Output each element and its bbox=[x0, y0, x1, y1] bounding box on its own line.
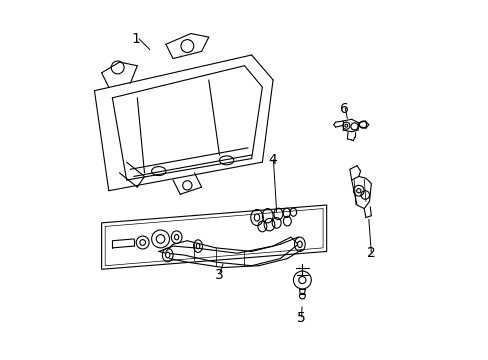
Ellipse shape bbox=[196, 243, 200, 249]
Circle shape bbox=[344, 124, 347, 127]
Text: 5: 5 bbox=[297, 311, 305, 324]
Text: 1: 1 bbox=[131, 32, 140, 46]
Circle shape bbox=[156, 235, 164, 243]
Circle shape bbox=[356, 189, 360, 193]
Ellipse shape bbox=[165, 252, 169, 258]
Polygon shape bbox=[102, 205, 326, 269]
Text: 2: 2 bbox=[366, 246, 375, 260]
Text: 3: 3 bbox=[215, 268, 224, 282]
Text: 4: 4 bbox=[268, 153, 277, 167]
Circle shape bbox=[140, 240, 145, 246]
Circle shape bbox=[298, 276, 305, 284]
Ellipse shape bbox=[254, 214, 259, 221]
Ellipse shape bbox=[297, 241, 302, 248]
Ellipse shape bbox=[174, 234, 179, 240]
Text: 6: 6 bbox=[339, 102, 348, 116]
Polygon shape bbox=[351, 176, 370, 208]
